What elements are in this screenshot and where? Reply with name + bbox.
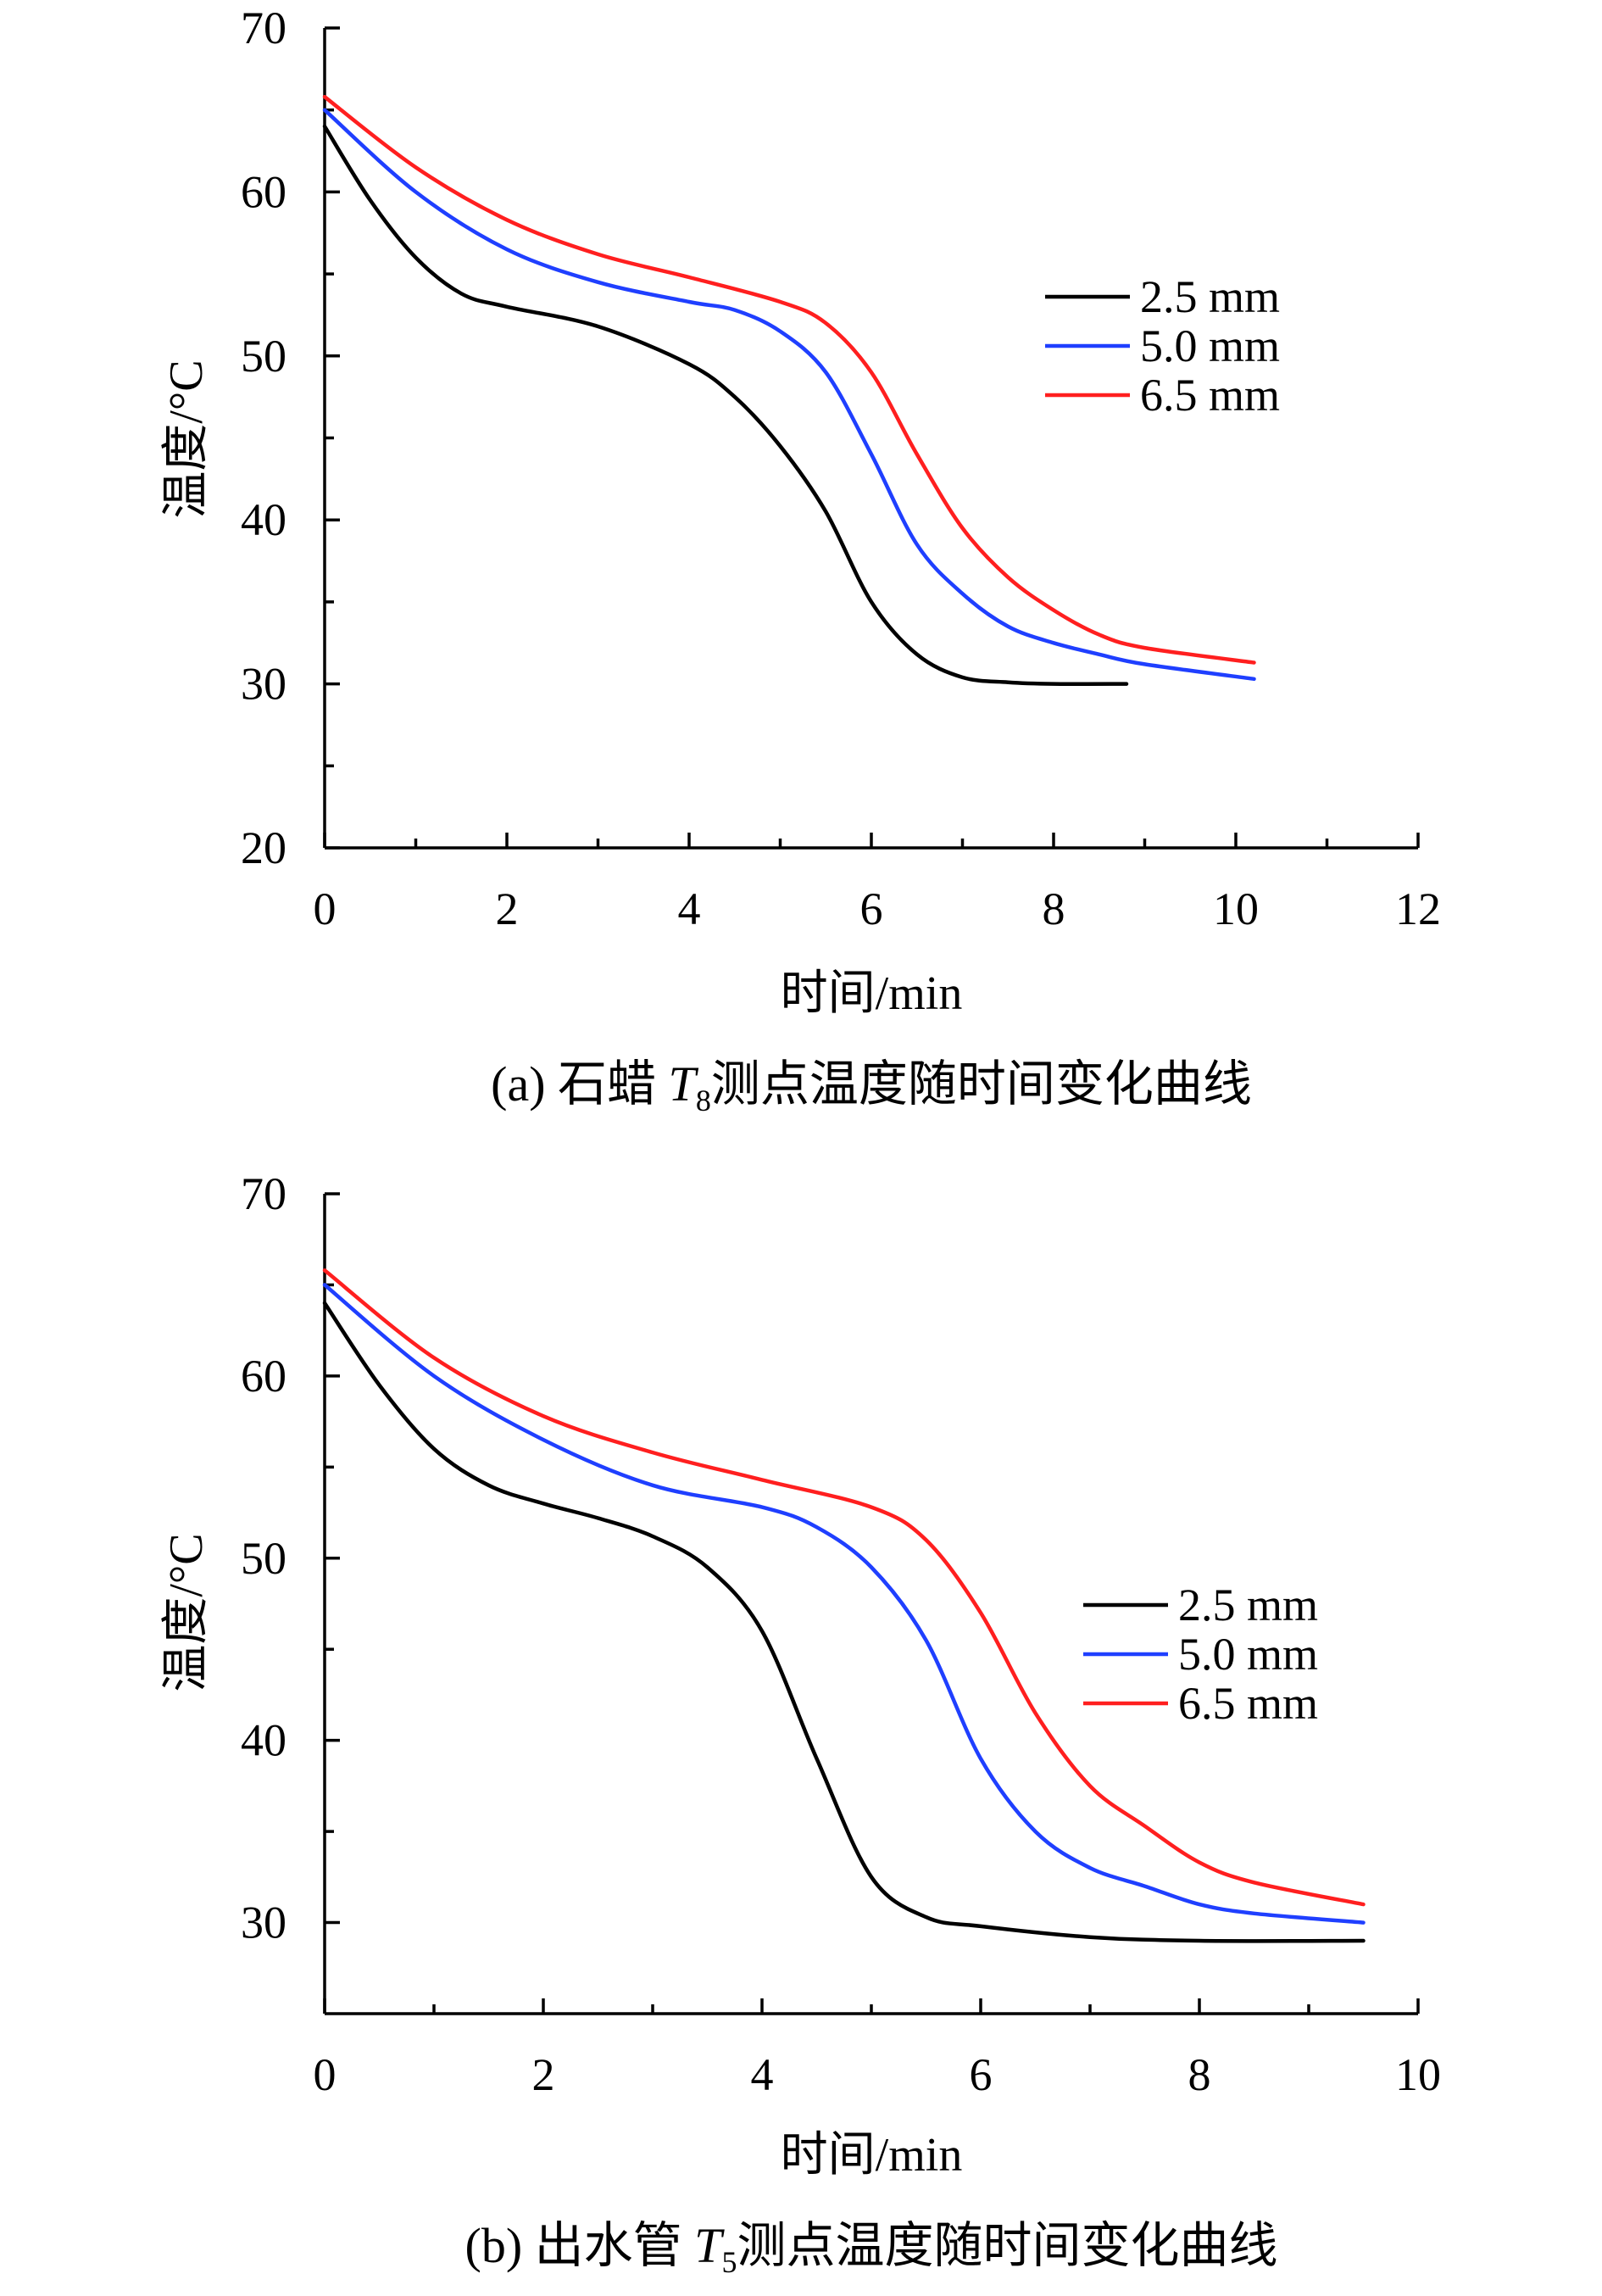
chart-b-caption-var: T: [694, 2218, 725, 2273]
chart-a-y-tick-label: 60: [241, 166, 286, 217]
chart-a-series: [322, 94, 1256, 686]
chart-b-series-line-2-5-mm: [322, 1301, 1366, 1943]
chart-b-y-tick-label: 50: [241, 1533, 286, 1584]
chart-b-legend-label: 2.5 mm: [1178, 1580, 1318, 1630]
chart-a: 0 2 4 6 8 10 12 20 30 40 50 60 70 2.5 mm5.0 mm6.5 mm…: [160, 3, 1441, 1117]
chart-b-legend-label: 6.5 mm: [1178, 1678, 1318, 1729]
chart-a-y-tick-label: 20: [241, 822, 286, 873]
chart-a-series-line-5-0-mm: [322, 108, 1256, 682]
chart-a-x-tick-label: 12: [1395, 883, 1441, 934]
chart-a-x-tick-label: 4: [678, 883, 701, 934]
chart-b-x-tick-label: 6: [970, 2049, 993, 2100]
chart-a-x-tick-label: 6: [860, 883, 883, 934]
chart-a-caption-var: T: [669, 1056, 699, 1112]
chart-b-y-tick-label: 70: [241, 1168, 286, 1219]
chart-b-x-tick-label: 2: [532, 2049, 555, 2100]
chart-b-x-tick-label: 8: [1188, 2049, 1211, 2100]
chart-b-caption-sub: 5: [721, 2245, 737, 2279]
chart-b: 0 2 4 6 8 10 30 40 50 60 70 2.5 mm5.0 mm6.5 mm 时间/…: [160, 1168, 1441, 2279]
chart-a-y-tick-label: 40: [241, 494, 286, 545]
chart-a-x-axis-title: 时间/min: [781, 967, 963, 1020]
chart-b-x-axis-title: 时间/min: [781, 2129, 963, 2182]
chart-a-x-tick-label: 10: [1213, 883, 1259, 934]
chart-a-series-line-6-5-mm: [322, 94, 1256, 665]
chart-a-caption: (a) 石蜡 T8测点温度随时间变化曲线: [491, 1056, 1252, 1117]
chart-b-caption: (b) 出水管 T5测点温度随时间变化曲线: [465, 2218, 1278, 2279]
chart-a-legend: 2.5 mm5.0 mm6.5 mm: [1045, 271, 1280, 421]
chart-b-y-tick-label: 40: [241, 1715, 286, 1766]
chart-a-x-tick-label: 8: [1043, 883, 1065, 934]
chart-b-x-tick-label: 10: [1395, 2049, 1441, 2100]
chart-b-caption-prefix: (b) 出水管: [465, 2218, 695, 2273]
chart-b-series-line-5-0-mm: [322, 1283, 1366, 1925]
chart-a-legend-label: 2.5 mm: [1140, 271, 1280, 322]
chart-a-y-axis-title: 温度/°C: [160, 359, 213, 518]
chart-b-x-tick-label: 0: [314, 2049, 337, 2100]
chart-a-legend-label: 5.0 mm: [1140, 320, 1280, 371]
chart-b-caption-suffix: 测点温度随时间变化曲线: [737, 2218, 1277, 2273]
chart-b-y-tick-label: 60: [241, 1351, 286, 1402]
chart-a-caption-suffix: 测点温度随时间变化曲线: [711, 1056, 1252, 1112]
chart-b-x-tick-label: 4: [751, 2049, 774, 2100]
chart-a-y-tick-label: 70: [241, 3, 286, 53]
chart-b-legend: 2.5 mm5.0 mm6.5 mm: [1083, 1580, 1318, 1729]
chart-b-series-line-6-5-mm: [322, 1268, 1366, 1907]
chart-a-y-tick-label: 50: [241, 331, 286, 382]
chart-b-y-axis-title: 温度/°C: [160, 1533, 213, 1691]
chart-a-caption-sub: 8: [696, 1084, 711, 1117]
chart-b-y-tick-label: 30: [241, 1898, 286, 1948]
chart-a-axes: 0 2 4 6 8 10 12 20 30 40 50 60 70: [241, 3, 1441, 934]
chart-a-legend-label: 6.5 mm: [1140, 370, 1280, 421]
chart-b-series: [322, 1268, 1366, 1943]
chart-a-caption-prefix: (a) 石蜡: [491, 1056, 668, 1112]
chart-a-x-tick-label: 2: [496, 883, 519, 934]
chart-a-series-line-2-5-mm: [322, 124, 1129, 686]
chart-a-x-tick-label: 0: [314, 883, 337, 934]
chart-a-y-tick-label: 30: [241, 659, 286, 710]
chart-b-legend-label: 5.0 mm: [1178, 1629, 1318, 1680]
chart-b-axes: 0 2 4 6 8 10 30 40 50 60 70: [241, 1168, 1441, 2100]
